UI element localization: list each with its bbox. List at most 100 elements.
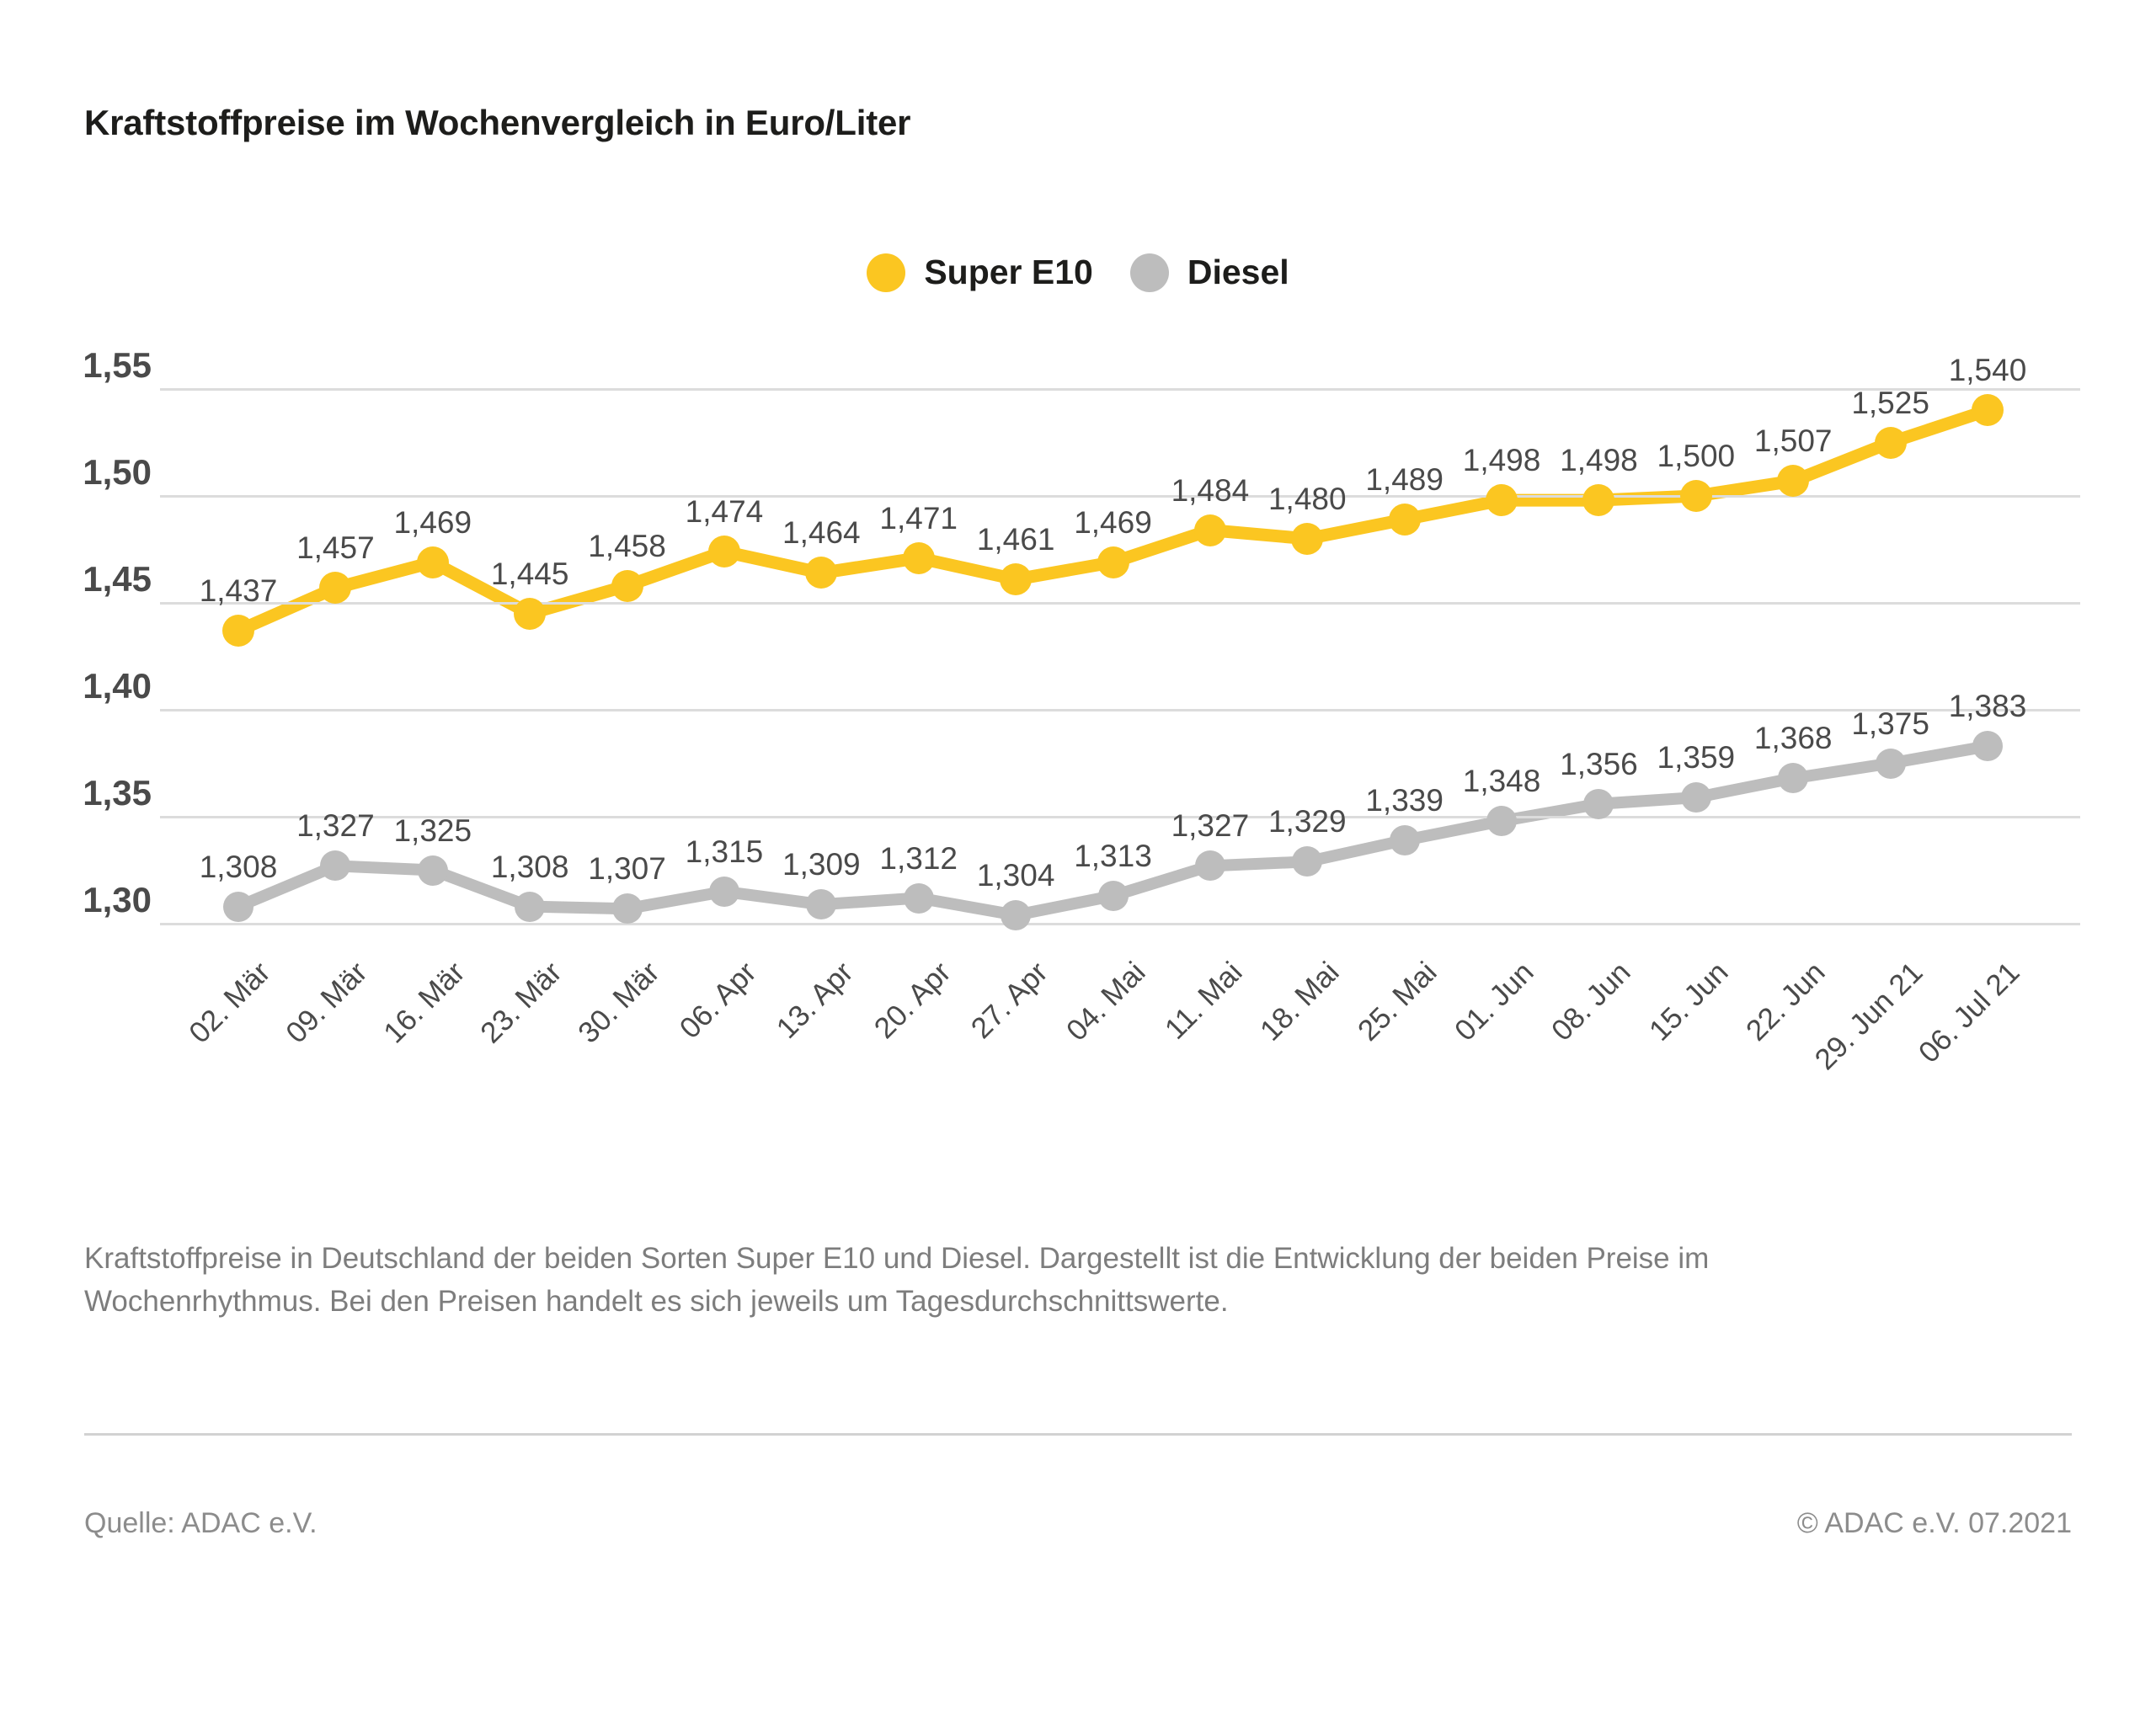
legend-label-super-e10: Super E10: [924, 253, 1093, 291]
data-point-marker[interactable]: [1972, 731, 2003, 762]
data-point-marker[interactable]: [1486, 484, 1518, 517]
data-point-label: 1,484: [1171, 472, 1250, 508]
data-point-label: 1,469: [1074, 504, 1152, 540]
data-point-label: 1,507: [1753, 424, 1833, 459]
data-point-marker[interactable]: [514, 597, 547, 630]
data-point-label: 1,469: [393, 504, 472, 540]
data-point-marker[interactable]: [1291, 522, 1324, 555]
data-point-label: 1,315: [685, 834, 764, 869]
data-point-label: 1,445: [490, 556, 569, 591]
chart-description: Kraftstoffpreise in Deutschland der beid…: [84, 1242, 1710, 1318]
gridline: [160, 816, 2080, 818]
circle-marker-icon: [867, 253, 906, 292]
data-point-label: 1,480: [1267, 481, 1347, 516]
data-point-label: 1,304: [976, 857, 1055, 893]
data-point-marker[interactable]: [1389, 824, 1420, 855]
data-point-marker[interactable]: [902, 541, 935, 574]
data-point-label: 1,489: [1365, 461, 1444, 497]
data-point-marker[interactable]: [1486, 806, 1518, 837]
data-point-marker[interactable]: [1097, 880, 1129, 911]
data-point-marker[interactable]: [1583, 788, 1614, 819]
data-point-label: 1,540: [1948, 353, 2027, 388]
data-point-label: 1,471: [879, 500, 958, 536]
gridline: [160, 495, 2080, 498]
data-point-label: 1,312: [879, 840, 958, 876]
data-point-label: 1,498: [1462, 443, 1541, 478]
data-point-label: 1,500: [1657, 439, 1736, 473]
y-axis-tick-label: 1,50: [83, 452, 152, 492]
data-point-marker[interactable]: [1874, 426, 1907, 459]
data-point-marker[interactable]: [708, 876, 739, 907]
copyright-note: © ADAC e.V. 07.2021: [1796, 1507, 2072, 1539]
data-point-label: 1,437: [199, 573, 278, 609]
data-point-marker[interactable]: [417, 855, 448, 886]
data-point-label: 1,313: [1074, 838, 1152, 873]
data-point-label: 1,307: [588, 851, 666, 887]
data-point-marker[interactable]: [1097, 546, 1129, 578]
data-point-label: 1,325: [393, 813, 472, 848]
data-point-label: 1,308: [490, 849, 569, 884]
y-axis-tick-label: 1,55: [83, 345, 152, 385]
footer-divider: [84, 1433, 2072, 1436]
data-point-label: 1,339: [1365, 782, 1444, 818]
data-point-marker[interactable]: [611, 569, 643, 602]
gridline: [160, 709, 2080, 711]
data-point-marker[interactable]: [223, 891, 253, 922]
data-point-label: 1,498: [1560, 443, 1638, 478]
data-point-marker[interactable]: [1777, 465, 1810, 498]
source-note: Quelle: ADAC e.V.: [84, 1507, 318, 1539]
data-point-label: 1,383: [1948, 689, 2027, 724]
y-axis-tick-label: 1,35: [83, 773, 152, 813]
data-point-marker[interactable]: [1778, 763, 1809, 794]
data-point-marker[interactable]: [222, 615, 254, 647]
data-point-marker[interactable]: [1875, 748, 1906, 779]
data-point-marker[interactable]: [1292, 846, 1323, 877]
data-point-label: 1,375: [1851, 706, 1929, 741]
data-point-label: 1,474: [685, 494, 764, 530]
data-point-marker[interactable]: [805, 557, 838, 589]
y-axis-tick-label: 1,40: [83, 666, 152, 706]
data-point-marker[interactable]: [416, 546, 449, 578]
data-point-marker[interactable]: [1001, 899, 1032, 930]
data-point-marker[interactable]: [1388, 503, 1421, 536]
legend-item-super-e10[interactable]: Super E10: [867, 253, 1093, 292]
data-point-marker[interactable]: [1972, 394, 2004, 427]
data-point-marker[interactable]: [1582, 484, 1615, 517]
data-point-marker[interactable]: [1679, 480, 1712, 512]
data-point-marker[interactable]: [1680, 782, 1711, 813]
data-point-marker[interactable]: [319, 572, 352, 605]
data-point-label: 1,327: [1171, 808, 1250, 844]
legend-label-diesel: Diesel: [1187, 253, 1289, 291]
data-point-marker[interactable]: [1193, 514, 1226, 546]
data-point-marker[interactable]: [1000, 563, 1033, 596]
circle-marker-icon: [1129, 253, 1169, 292]
data-point-label: 1,327: [296, 808, 375, 844]
data-point-label: 1,309: [782, 847, 861, 882]
y-axis-tick-label: 1,45: [83, 559, 152, 599]
data-point-label: 1,461: [976, 522, 1055, 557]
data-point-marker[interactable]: [903, 882, 934, 914]
data-point-label: 1,348: [1462, 764, 1541, 799]
data-point-label: 1,329: [1267, 804, 1347, 839]
data-point-marker[interactable]: [1194, 850, 1225, 882]
data-point-label: 1,458: [588, 528, 666, 563]
gridline: [160, 602, 2080, 605]
data-point-label: 1,525: [1851, 385, 1929, 420]
data-point-marker[interactable]: [707, 536, 740, 568]
data-point-marker[interactable]: [320, 850, 351, 882]
y-axis-tick-label: 1,30: [83, 880, 152, 919]
data-point-label: 1,464: [782, 515, 861, 551]
data-point-label: 1,359: [1657, 740, 1736, 775]
legend-item-diesel[interactable]: Diesel: [1129, 253, 1289, 292]
gridline: [160, 388, 2080, 391]
data-point-label: 1,457: [296, 530, 375, 566]
data-point-marker[interactable]: [806, 889, 837, 920]
data-point-marker[interactable]: [611, 893, 643, 925]
gridline: [160, 923, 2080, 925]
page-title: Kraftstoffpreise im Wochenvergleich in E…: [84, 103, 911, 142]
data-point-label: 1,368: [1753, 721, 1833, 756]
chart-legend: Super E10 Diesel: [0, 253, 2156, 292]
data-point-marker[interactable]: [515, 891, 546, 922]
